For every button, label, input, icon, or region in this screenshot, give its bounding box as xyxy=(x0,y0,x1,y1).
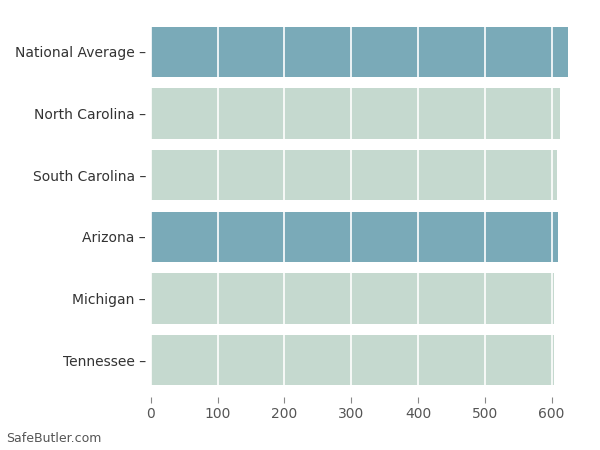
Bar xyxy=(151,27,568,77)
Bar xyxy=(151,150,557,201)
Bar xyxy=(151,273,554,324)
Text: SafeButler.com: SafeButler.com xyxy=(6,432,101,446)
Bar xyxy=(151,212,558,262)
Bar xyxy=(151,335,554,385)
Bar xyxy=(151,88,560,139)
